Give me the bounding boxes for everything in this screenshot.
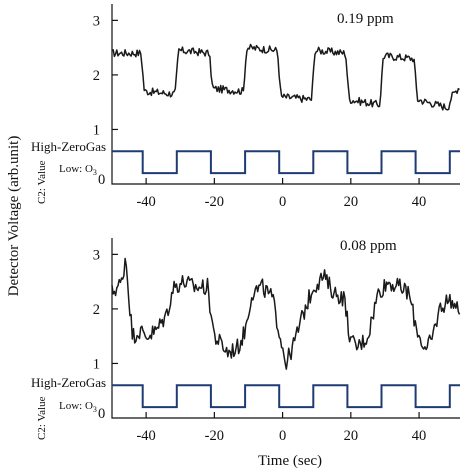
y-tick-label: 3 (93, 247, 100, 263)
x-tick-label: -40 (136, 194, 155, 210)
x-axis-label: Time (sec) (258, 453, 322, 469)
y-tick-label: 1 (93, 356, 100, 372)
valve-axis-label-top: C2: Value (36, 160, 48, 204)
x-tick-label: -20 (205, 194, 224, 210)
y-axis-label: Detector Voltage (arb.unit) (6, 136, 22, 297)
y-tick-label: 1 (93, 122, 100, 138)
valve-zero-tick-bottom: 0 (98, 406, 105, 422)
top-tick-group: -40 -20 0 20 40 1 2 3 (93, 13, 427, 210)
x-tick-label: 20 (344, 428, 359, 444)
x-tick-label: 40 (412, 428, 427, 444)
valve-low-label-bottom: Low: O3 (59, 400, 97, 414)
concentration-label-top: 0.19 ppm (337, 11, 394, 27)
y-tick-label: 2 (93, 302, 100, 318)
detector-voltage-line (111, 257, 461, 370)
y-tick-label: 2 (93, 68, 100, 84)
panel-bottom: 0.08 ppm High-ZeroGas C2: Value Low: O3 … (31, 238, 461, 444)
x-tick-label: 40 (412, 194, 427, 210)
valve-high-label-top: High-ZeroGas (31, 139, 106, 154)
bottom-tick-group: -40 -20 0 20 40 1 2 3 (93, 247, 427, 444)
top-axis-frame (111, 4, 460, 185)
valve-state-line (112, 150, 460, 175)
valve-high-label-bottom: High-ZeroGas (31, 375, 106, 390)
x-tick-label: 20 (344, 194, 359, 210)
bottom-trace-group (111, 257, 461, 409)
detector-voltage-line (111, 43, 460, 111)
valve-state-line (112, 384, 460, 409)
bottom-axis-frame (111, 238, 460, 419)
x-tick-label: -20 (205, 428, 224, 444)
top-trace-group (111, 43, 460, 175)
valve-zero-tick-top: 0 (98, 172, 105, 188)
x-tick-label: 0 (279, 428, 286, 444)
concentration-label-bottom: 0.08 ppm (340, 238, 397, 254)
valve-low-label-top: Low: O3 (59, 163, 97, 177)
panel-top: 0.19 ppm High-ZeroGas C2: Value Low: O3 … (31, 4, 460, 210)
valve-axis-label-bottom: C2: Value (36, 396, 48, 440)
y-tick-label: 3 (93, 13, 100, 29)
x-tick-label: 0 (279, 194, 286, 210)
x-tick-label: -40 (136, 428, 155, 444)
